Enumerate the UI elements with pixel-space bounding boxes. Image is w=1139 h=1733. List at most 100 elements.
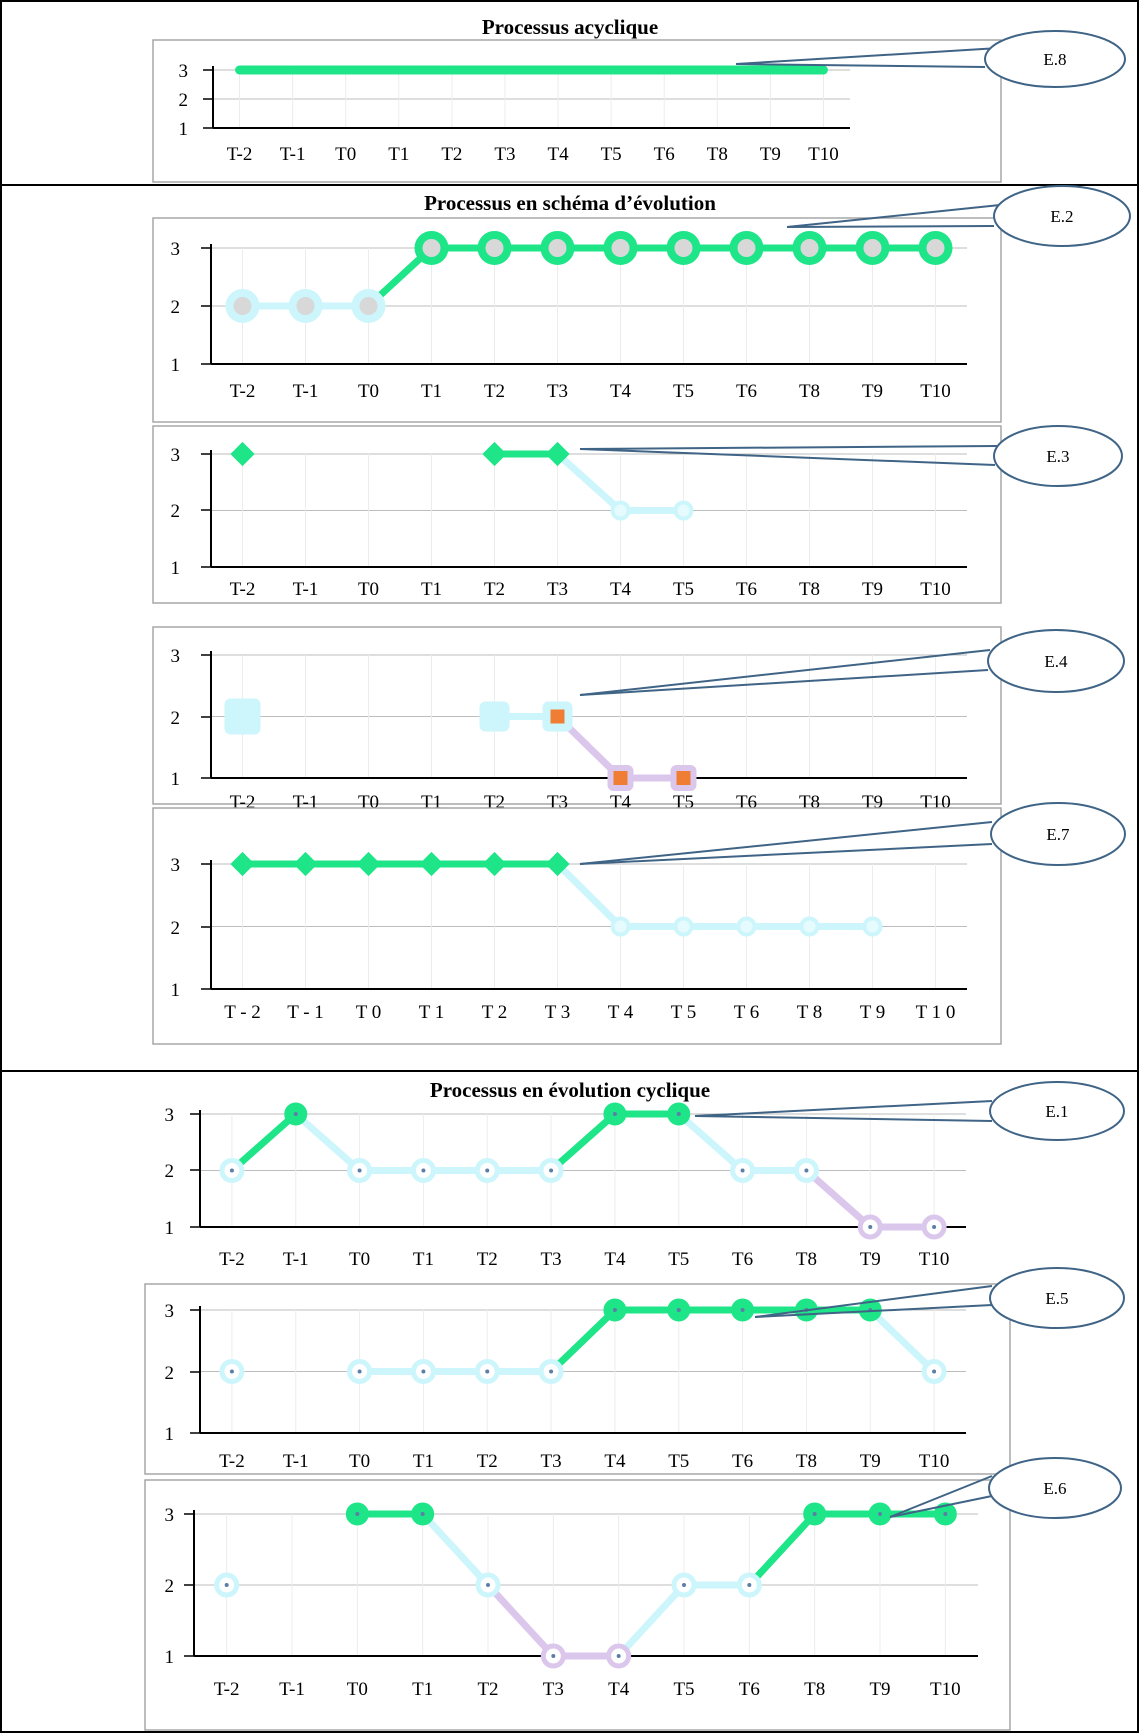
x-tick-label: T2	[441, 144, 462, 165]
data-point	[356, 851, 381, 877]
x-tick-label: T8	[799, 381, 820, 402]
x-tick-label: T3	[547, 579, 568, 600]
x-tick-label: T3	[541, 1249, 562, 1270]
x-tick-label: T2	[477, 1679, 498, 1700]
y-tick-label: 2	[171, 297, 181, 318]
x-tick-label: T3	[541, 1451, 562, 1472]
data-point	[799, 916, 820, 937]
x-tick-label: T6	[739, 1679, 760, 1700]
data-point-core	[932, 1225, 937, 1229]
y-tick-label: 2	[171, 918, 181, 939]
data-point	[414, 231, 449, 265]
data-point-core	[485, 1168, 490, 1173]
data-point	[792, 231, 827, 265]
data-point-core	[551, 1654, 556, 1658]
x-tick-label: T9	[862, 381, 883, 402]
callout-pointer	[889, 1495, 993, 1518]
x-tick-label: T9	[860, 1249, 881, 1270]
callout-bubble	[989, 1081, 1125, 1141]
callout-label: E.1	[1045, 1102, 1068, 1121]
callout-pointer	[579, 669, 989, 696]
data-point	[729, 231, 764, 265]
data-point-core	[932, 1369, 937, 1374]
callout-pointer	[754, 1285, 993, 1318]
x-tick-label: T1	[388, 144, 409, 165]
series-segment	[547, 1306, 619, 1375]
series-segment	[292, 1110, 364, 1174]
chart-e-1: 1 2 3 T-2 T-1 T0 T1 T2 T3 T4 T5 T6 T8 T9 T10 E.1	[165, 1081, 1125, 1270]
x-tick-label: T1	[421, 579, 442, 600]
x-tick-label: T1	[412, 1679, 433, 1700]
y-tick-label: 2	[179, 90, 189, 111]
x-tick-label: T0	[335, 144, 356, 165]
x-tick-label: T10	[920, 381, 951, 402]
x-tick-label: T 5	[671, 1002, 697, 1023]
y-tick-label: 3	[179, 61, 189, 82]
y-tick-label: 2	[165, 1161, 175, 1182]
callout-bubble	[989, 1267, 1125, 1329]
x-tick-label: T9	[869, 1679, 890, 1700]
y-tick-label: 2	[171, 708, 181, 729]
data-point	[230, 441, 255, 467]
data-point-core	[747, 1583, 752, 1587]
x-tick-label: T2	[477, 1249, 498, 1270]
x-tick-label: T-2	[230, 579, 256, 600]
section-title-cyclique: Processus en évolution cyclique	[430, 1078, 710, 1102]
x-tick-label: T - 2	[224, 1002, 261, 1023]
y-tick-label: 1	[171, 980, 181, 1001]
data-point-core	[868, 1225, 873, 1229]
y-tick-label: 3	[165, 1105, 175, 1126]
callout-bubble	[990, 802, 1126, 866]
x-tick-label: T9	[862, 579, 883, 600]
callout-pointer	[694, 1100, 993, 1117]
data-point	[673, 500, 694, 521]
data-point	[419, 851, 444, 877]
data-point	[610, 500, 631, 521]
y-tick-label: 3	[165, 1301, 175, 1322]
data-point	[666, 231, 701, 265]
callout-pointer	[579, 821, 993, 865]
data-point-core	[740, 1308, 745, 1312]
y-tick-label: 3	[171, 646, 181, 667]
chart-e-5: 1 2 3 T-2 T-1 T0 T1 T2 T3 T4 T5 T6 T8 T9 T10 E.5	[144, 1267, 1125, 1475]
series-segment	[802, 1167, 874, 1231]
data-point-core	[943, 1512, 948, 1516]
data-point	[603, 231, 638, 265]
y-tick-label: 2	[165, 1363, 175, 1384]
data-point	[918, 231, 953, 265]
data-point-core	[612, 1112, 617, 1116]
data-point	[477, 231, 512, 265]
x-tick-label: T8	[804, 1679, 825, 1700]
data-point	[610, 916, 631, 937]
y-tick-label: 3	[171, 445, 181, 466]
chart-frame	[144, 1479, 1011, 1731]
x-tick-label: T4	[604, 1451, 626, 1472]
data-point	[736, 916, 757, 937]
data-point-core	[740, 1168, 745, 1173]
data-point-core	[549, 1168, 554, 1173]
data-point-core	[812, 1512, 817, 1516]
callout-bubble	[993, 425, 1123, 487]
y-tick-label: 2	[165, 1576, 175, 1597]
data-point	[351, 289, 386, 323]
data-point-core	[486, 1583, 490, 1587]
charts-layer: 1 2 3 T-2 T-1 T0 T1 T2 T3 T4 T5 T6 T8 T9 T10 E.8 1 2 3 T-2 T…	[144, 30, 1131, 1731]
chart-e-2: 1 2 3 T-2 T-1 T0 T1 T2 T3 T4 T5 T6 T8 T9 T10 E.2	[152, 185, 1131, 423]
x-tick-label: T4	[610, 579, 632, 600]
x-tick-label: T 1	[419, 1002, 445, 1023]
callout-pointer	[889, 1475, 993, 1518]
data-point-core	[421, 1369, 426, 1374]
x-tick-label: T 9	[860, 1002, 886, 1023]
y-tick-label: 3	[165, 1505, 175, 1526]
x-tick-label: T4	[604, 1249, 626, 1270]
callout-label: E.3	[1046, 447, 1069, 466]
data-point	[293, 851, 318, 877]
x-tick-label: T0	[349, 1451, 370, 1472]
callout-label: E.4	[1044, 652, 1068, 671]
x-tick-label: T1	[413, 1249, 434, 1270]
data-point-core	[355, 1512, 360, 1516]
x-tick-label: T6	[654, 144, 675, 165]
x-tick-label: T9	[860, 1451, 881, 1472]
data-point-core	[485, 1369, 490, 1374]
